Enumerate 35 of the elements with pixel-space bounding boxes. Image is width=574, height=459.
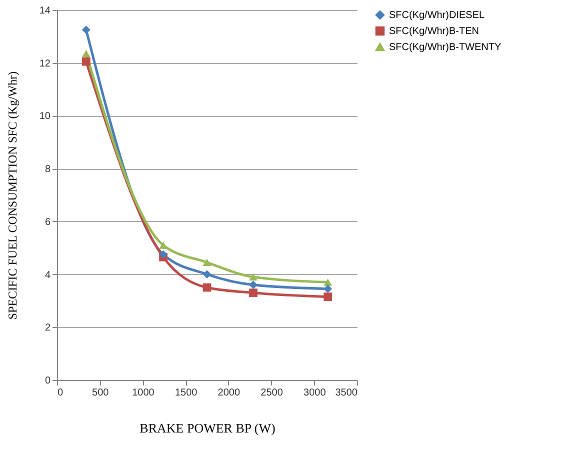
x-tick-label: 500 (92, 388, 110, 398)
y-tick-label: 0 (44, 376, 51, 386)
x-tick-label: 3500 (335, 388, 358, 398)
point (249, 280, 258, 290)
x-tick-label: 1500 (174, 388, 198, 398)
x-tick-label: 0 (58, 388, 64, 398)
point (202, 258, 212, 266)
point (324, 292, 332, 301)
point (159, 242, 168, 249)
point (82, 57, 90, 66)
x-axis-title: BRAKE POWER BP (W) (140, 420, 276, 436)
legend-label: SFC(Kg/Whr)B-TWENTY (389, 42, 502, 53)
point (324, 278, 332, 286)
y-tick-label: 10 (39, 111, 51, 122)
y-tick-label: 12 (39, 58, 51, 70)
point (249, 273, 258, 281)
y-axis-title: SPECIFIC FUEL CONSUMPTION SFC (Kg/Whr) (5, 71, 20, 320)
point (202, 283, 212, 292)
y-tick-label: 6 (44, 216, 51, 228)
x-tick-label: 3000 (304, 388, 326, 398)
x-tick-label: 2000 (218, 388, 240, 398)
point (324, 284, 332, 294)
y-tick-label: 8 (44, 164, 51, 176)
x-tick-label: 2500 (260, 388, 284, 398)
point (202, 270, 212, 278)
y-tick-label: 14 (39, 6, 51, 16)
x-tick-label: 1000 (132, 388, 155, 398)
legend-label: SFC(Kg/Whr)B-TEN (389, 26, 479, 37)
point (82, 26, 90, 34)
point (249, 288, 258, 297)
legend-label: SFC(Kg/Whr)DIESEL (389, 10, 486, 21)
y-tick-label: 4 (44, 270, 51, 281)
point (159, 250, 168, 259)
y-tick-label: 2 (44, 322, 51, 334)
point (82, 50, 90, 58)
